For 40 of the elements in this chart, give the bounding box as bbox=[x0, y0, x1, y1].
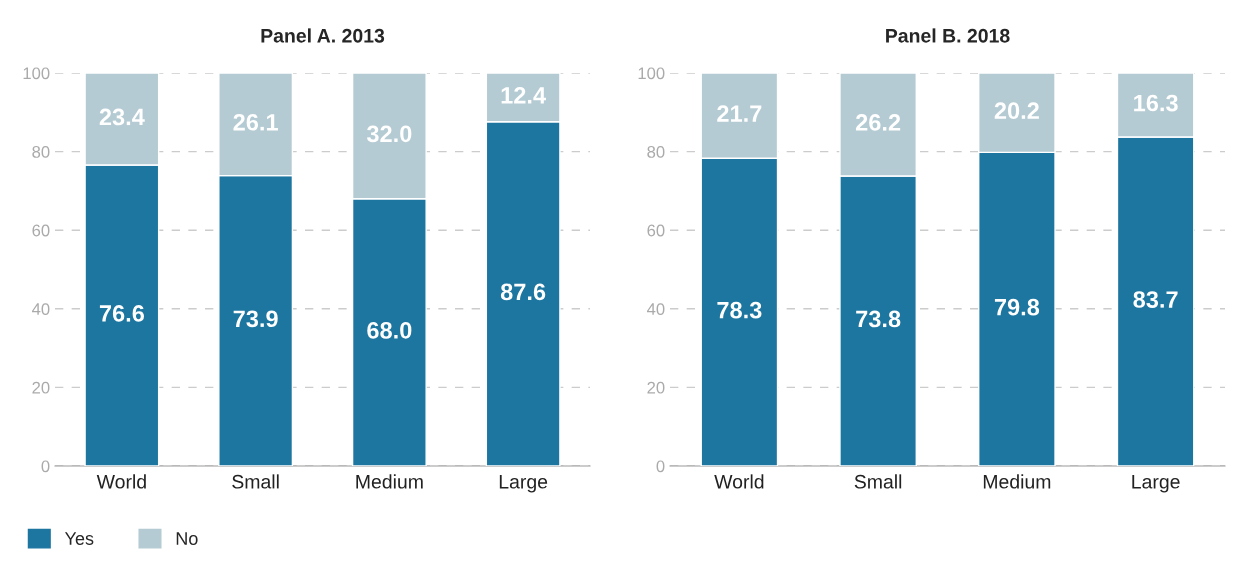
x-tick-label: Small bbox=[232, 474, 279, 489]
data-label: 16.3 bbox=[1134, 94, 1178, 112]
x-tick-label: Large bbox=[499, 475, 548, 493]
data-label: 26.2 bbox=[855, 114, 901, 131]
x-tick-label: World bbox=[714, 474, 764, 489]
chart-title: Panel B. 2018 bbox=[886, 28, 1010, 43]
data-label: 21.7 bbox=[717, 105, 762, 122]
data-label: 32.0 bbox=[366, 125, 412, 143]
data-label: 68.0 bbox=[367, 322, 412, 339]
y-tick-label: 80 bbox=[32, 146, 50, 158]
data-label: 20.2 bbox=[994, 102, 1039, 120]
y-tick-label: 0 bbox=[41, 460, 50, 473]
data-label: 73.8 bbox=[856, 310, 901, 328]
y-tick-label: 100 bbox=[23, 67, 50, 80]
x-tick-label: Medium bbox=[356, 474, 423, 489]
legend-label: No bbox=[176, 532, 198, 545]
x-tick-label: World bbox=[96, 474, 146, 489]
data-label: 23.4 bbox=[99, 108, 145, 126]
x-tick-label: Large bbox=[1132, 475, 1180, 493]
chart-title: Panel A. 2013 bbox=[261, 28, 385, 43]
y-tick-label: 60 bbox=[647, 224, 665, 237]
legend-label: Yes bbox=[64, 532, 94, 545]
x-tick-label: Medium bbox=[983, 474, 1051, 489]
data-label: 79.8 bbox=[994, 298, 1040, 316]
x-tick-label: Small bbox=[854, 474, 902, 489]
data-label: 76.6 bbox=[99, 305, 144, 322]
y-tick-label: 0 bbox=[656, 460, 665, 473]
y-tick-label: 20 bbox=[32, 381, 50, 394]
data-label: 87.6 bbox=[500, 283, 546, 301]
y-tick-label: 60 bbox=[32, 224, 50, 237]
y-tick-label: 40 bbox=[31, 303, 50, 315]
data-label: 73.9 bbox=[233, 310, 278, 328]
data-label: 12.4 bbox=[501, 86, 546, 104]
y-tick-label: 100 bbox=[638, 67, 665, 80]
y-tick-label: 80 bbox=[647, 146, 665, 158]
data-label: 26.1 bbox=[233, 113, 278, 131]
y-tick-label: 20 bbox=[647, 381, 665, 394]
data-label: 78.3 bbox=[717, 301, 762, 319]
data-label: 83.7 bbox=[1133, 291, 1178, 308]
y-tick-label: 40 bbox=[646, 303, 665, 315]
